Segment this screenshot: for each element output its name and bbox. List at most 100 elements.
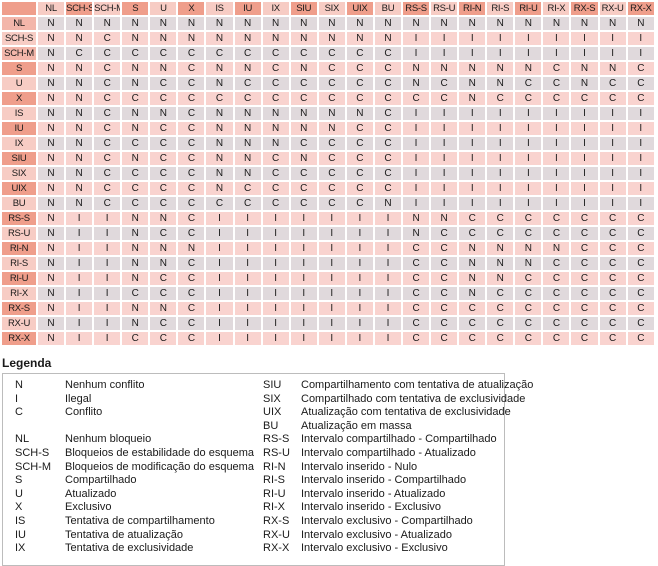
matrix-cell: C	[599, 92, 626, 105]
legend-code: RX-U	[263, 528, 290, 541]
matrix-cell: C	[150, 182, 177, 195]
matrix-cell: N	[459, 77, 486, 90]
legend-item: SIU Compartilhamento com tentativa de atu…	[253, 379, 533, 393]
matrix-cell: I	[543, 107, 570, 120]
matrix-cell: I	[459, 167, 486, 180]
row-header: SCH-S	[2, 32, 36, 45]
matrix-cell: I	[403, 182, 430, 195]
matrix-cell: I	[262, 302, 289, 315]
matrix-cell: C	[599, 332, 626, 345]
table-header-row: NL SCH-S SCH-M S U X IS IU IX SIU SIX UIX BU RS-S RS-U…	[2, 2, 654, 15]
matrix-cell: I	[627, 47, 654, 60]
matrix-cell: N	[38, 182, 65, 195]
matrix-cell: I	[262, 287, 289, 300]
matrix-cell: I	[206, 332, 233, 345]
legend-description: Nenhum bloqueio	[65, 433, 152, 446]
matrix-cell: I	[374, 242, 402, 255]
matrix-cell: N	[318, 17, 345, 30]
legend-item: RI-U Intervalo inserido - Atualizado	[253, 488, 533, 502]
matrix-cell: C	[150, 122, 177, 135]
matrix-cell: C	[150, 272, 177, 285]
legend-code: IX	[15, 542, 26, 555]
matrix-cell: C	[290, 137, 317, 150]
matrix-cell: I	[290, 242, 317, 255]
row-header: SIU	[2, 152, 36, 165]
matrix-cell: N	[66, 32, 93, 45]
matrix-cell: C	[431, 242, 458, 255]
matrix-cell: C	[403, 332, 430, 345]
matrix-cell: C	[178, 152, 205, 165]
matrix-cell: C	[627, 272, 654, 285]
legend-code: RX-S	[263, 514, 290, 527]
matrix-cell: C	[599, 287, 626, 300]
matrix-cell: C	[178, 182, 205, 195]
matrix-cell: I	[234, 287, 261, 300]
matrix-cell: I	[318, 332, 345, 345]
legend-item: SIX Compartilhado com tentativa de exclus…	[253, 393, 533, 407]
matrix-cell: I	[431, 32, 458, 45]
matrix-cell: I	[403, 197, 430, 210]
matrix-cell: I	[543, 47, 570, 60]
matrix-cell: N	[206, 107, 233, 120]
legend-item: RX-U Intervalo exclusivo - Atualizado	[253, 529, 533, 543]
matrix-cell: C	[122, 182, 149, 195]
matrix-cell: C	[262, 92, 289, 105]
column-header: X	[178, 2, 205, 15]
matrix-cell: I	[290, 272, 317, 285]
table-row: UIX N N C C C C N C C C C C C I I I I I I I I I	[2, 182, 654, 195]
matrix-cell: N	[206, 137, 233, 150]
matrix-cell: I	[318, 287, 345, 300]
matrix-cell: C	[150, 167, 177, 180]
matrix-cell: C	[403, 302, 430, 315]
matrix-cell: N	[459, 242, 486, 255]
matrix-cell: N	[403, 212, 430, 225]
matrix-cell: N	[431, 212, 458, 225]
matrix-cell: C	[94, 167, 121, 180]
matrix-cell: I	[599, 32, 626, 45]
matrix-cell: N	[403, 77, 430, 90]
matrix-cell: N	[38, 32, 65, 45]
column-header: RX-U	[599, 2, 626, 15]
matrix-cell: I	[94, 212, 121, 225]
matrix-cell: C	[122, 47, 149, 60]
matrix-cell: C	[346, 62, 373, 75]
table-row: BU N N C C C C C C C C C C N I I I I I I I I I	[2, 197, 654, 210]
matrix-cell: C	[599, 77, 626, 90]
matrix-cell: N	[122, 242, 149, 255]
matrix-cell: N	[571, 17, 598, 30]
legend-item: RS-S Intervalo compartilhado - Compartilh…	[253, 433, 533, 447]
matrix-cell: N	[178, 242, 205, 255]
matrix-cell: I	[543, 197, 570, 210]
matrix-cell: I	[374, 317, 402, 330]
matrix-cell: I	[487, 107, 514, 120]
matrix-cell: I	[571, 137, 598, 150]
matrix-cell: C	[487, 212, 514, 225]
matrix-cell: C	[374, 182, 402, 195]
matrix-cell: C	[318, 152, 345, 165]
row-header: S	[2, 62, 36, 75]
matrix-cell: I	[487, 182, 514, 195]
matrix-cell: C	[374, 122, 402, 135]
matrix-cell: C	[431, 92, 458, 105]
legend-description: Tentativa de atualização	[65, 528, 184, 541]
matrix-cell: I	[599, 107, 626, 120]
matrix-cell: C	[206, 197, 233, 210]
matrix-cell: I	[627, 137, 654, 150]
column-header: RS-U	[431, 2, 458, 15]
legend-column-left: N Nenhum conflito I Ilegal C Conflito NL Nenhum…	[3, 379, 254, 556]
legend-description: Atualização com tentativa de exclusivida…	[301, 406, 511, 419]
matrix-cell: C	[346, 137, 373, 150]
matrix-cell: I	[627, 152, 654, 165]
matrix-cell: I	[515, 137, 542, 150]
matrix-cell: N	[66, 62, 93, 75]
legend-item: SCH-M Bloqueios de modificação do esquema	[3, 461, 254, 475]
matrix-cell: I	[459, 152, 486, 165]
matrix-cell: I	[431, 47, 458, 60]
matrix-cell: N	[38, 47, 65, 60]
matrix-cell: I	[403, 167, 430, 180]
matrix-cell: I	[571, 182, 598, 195]
matrix-cell: C	[318, 92, 345, 105]
table-row: SIX N N C C C C N N C C C C C I I I I I I I I I	[2, 167, 654, 180]
matrix-cell: C	[571, 212, 598, 225]
legend-item: RS-U Intervalo compartilhado - Atualizado	[253, 447, 533, 461]
